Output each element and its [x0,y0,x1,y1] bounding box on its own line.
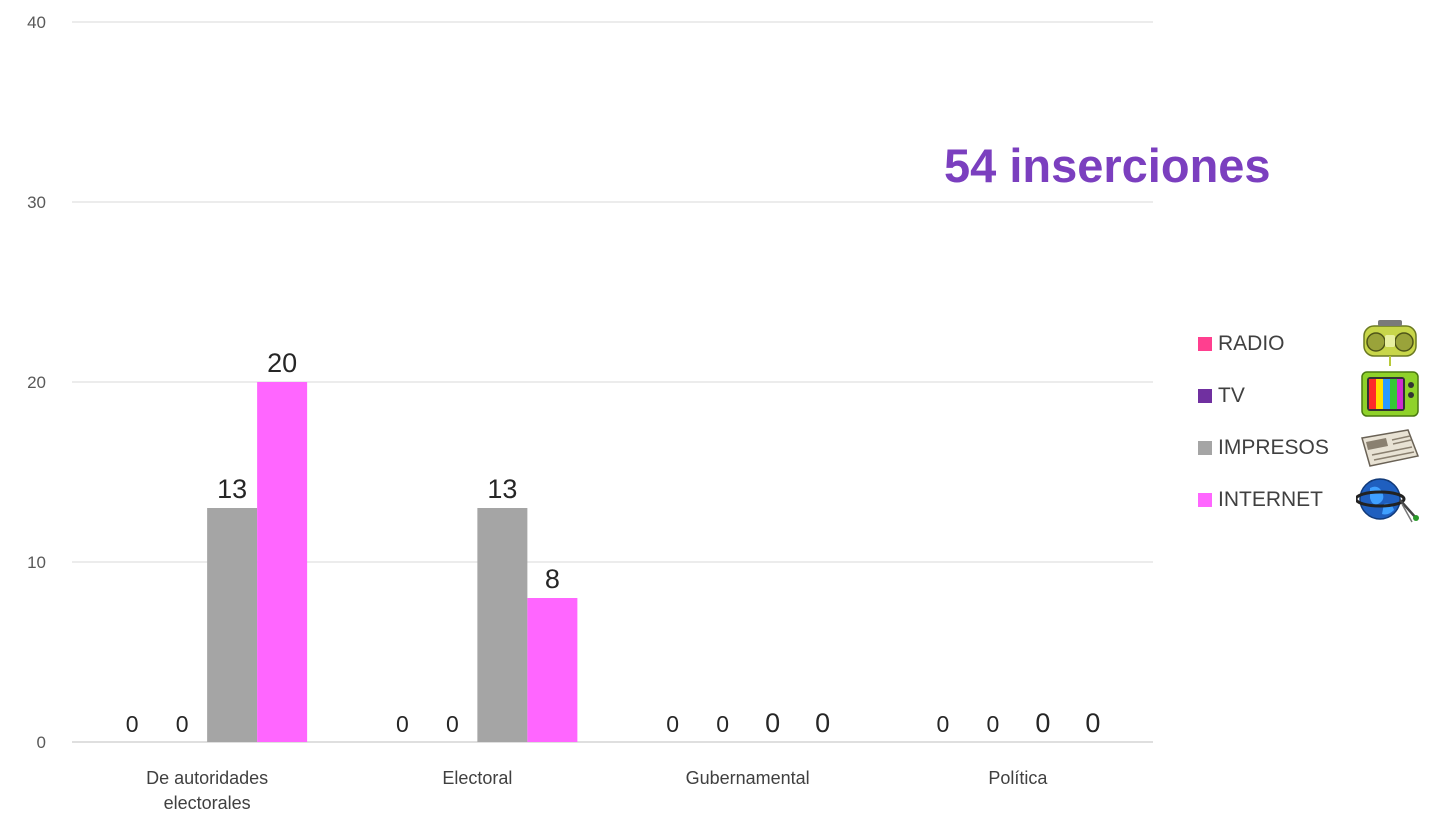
globe-icon [1356,474,1422,524]
legend-item-internet: INTERNET [1198,474,1329,526]
legend-label-impresos: IMPRESOS [1218,436,1329,460]
legend-item-tv: TV [1198,370,1329,422]
legend-swatch-radio [1198,337,1212,351]
data-label: 0 [396,711,409,737]
newspaper-icon [1356,422,1422,472]
total-insertions-annotation: 54 inserciones [944,138,1271,193]
x-category-label: Electoral [442,768,512,788]
legend: RADIO TV IMPRESOS [1198,318,1329,526]
data-label: 0 [936,711,949,737]
y-tick-label: 20 [27,373,46,392]
x-category-label: Gubernamental [686,768,810,788]
data-label: 13 [487,474,517,504]
x-category-label: Política [988,768,1048,788]
x-axis-categories: De autoridades electorales Electoral Gubern… [146,768,1048,813]
legend-item-impresos: IMPRESOS [1198,422,1329,474]
tv-icon [1356,370,1422,420]
data-label: 0 [1085,708,1100,738]
data-label: 0 [716,711,729,737]
data-label: 0 [1035,708,1050,738]
legend-swatch-internet [1198,493,1212,507]
bar-impresos-1 [477,508,527,742]
data-label: 0 [815,708,830,738]
radio-icon [1356,318,1422,368]
bar-internet-0 [257,382,307,742]
y-tick-label: 10 [27,553,46,572]
legend-swatch-tv [1198,389,1212,403]
data-label: 0 [666,711,679,737]
data-label: 20 [267,348,297,378]
bar-impresos-0 [207,508,257,742]
legend-swatch-impresos [1198,441,1212,455]
y-axis-ticks: 0 10 20 30 40 [27,13,46,752]
data-label: 0 [446,711,459,737]
y-tick-label: 30 [27,193,46,212]
data-label: 8 [545,564,560,594]
data-label: 13 [217,474,247,504]
x-category-label: De autoridades electorales [146,768,268,813]
legend-label-internet: INTERNET [1218,488,1323,512]
data-label: 0 [176,711,189,737]
legend-label-tv: TV [1218,384,1245,408]
data-label: 0 [765,708,780,738]
y-tick-label: 0 [37,733,46,752]
data-label: 0 [986,711,999,737]
y-tick-label: 40 [27,13,46,32]
data-label: 0 [126,711,139,737]
legend-label-radio: RADIO [1218,332,1285,356]
bar-internet-1 [527,598,577,742]
legend-item-radio: RADIO [1198,318,1329,370]
